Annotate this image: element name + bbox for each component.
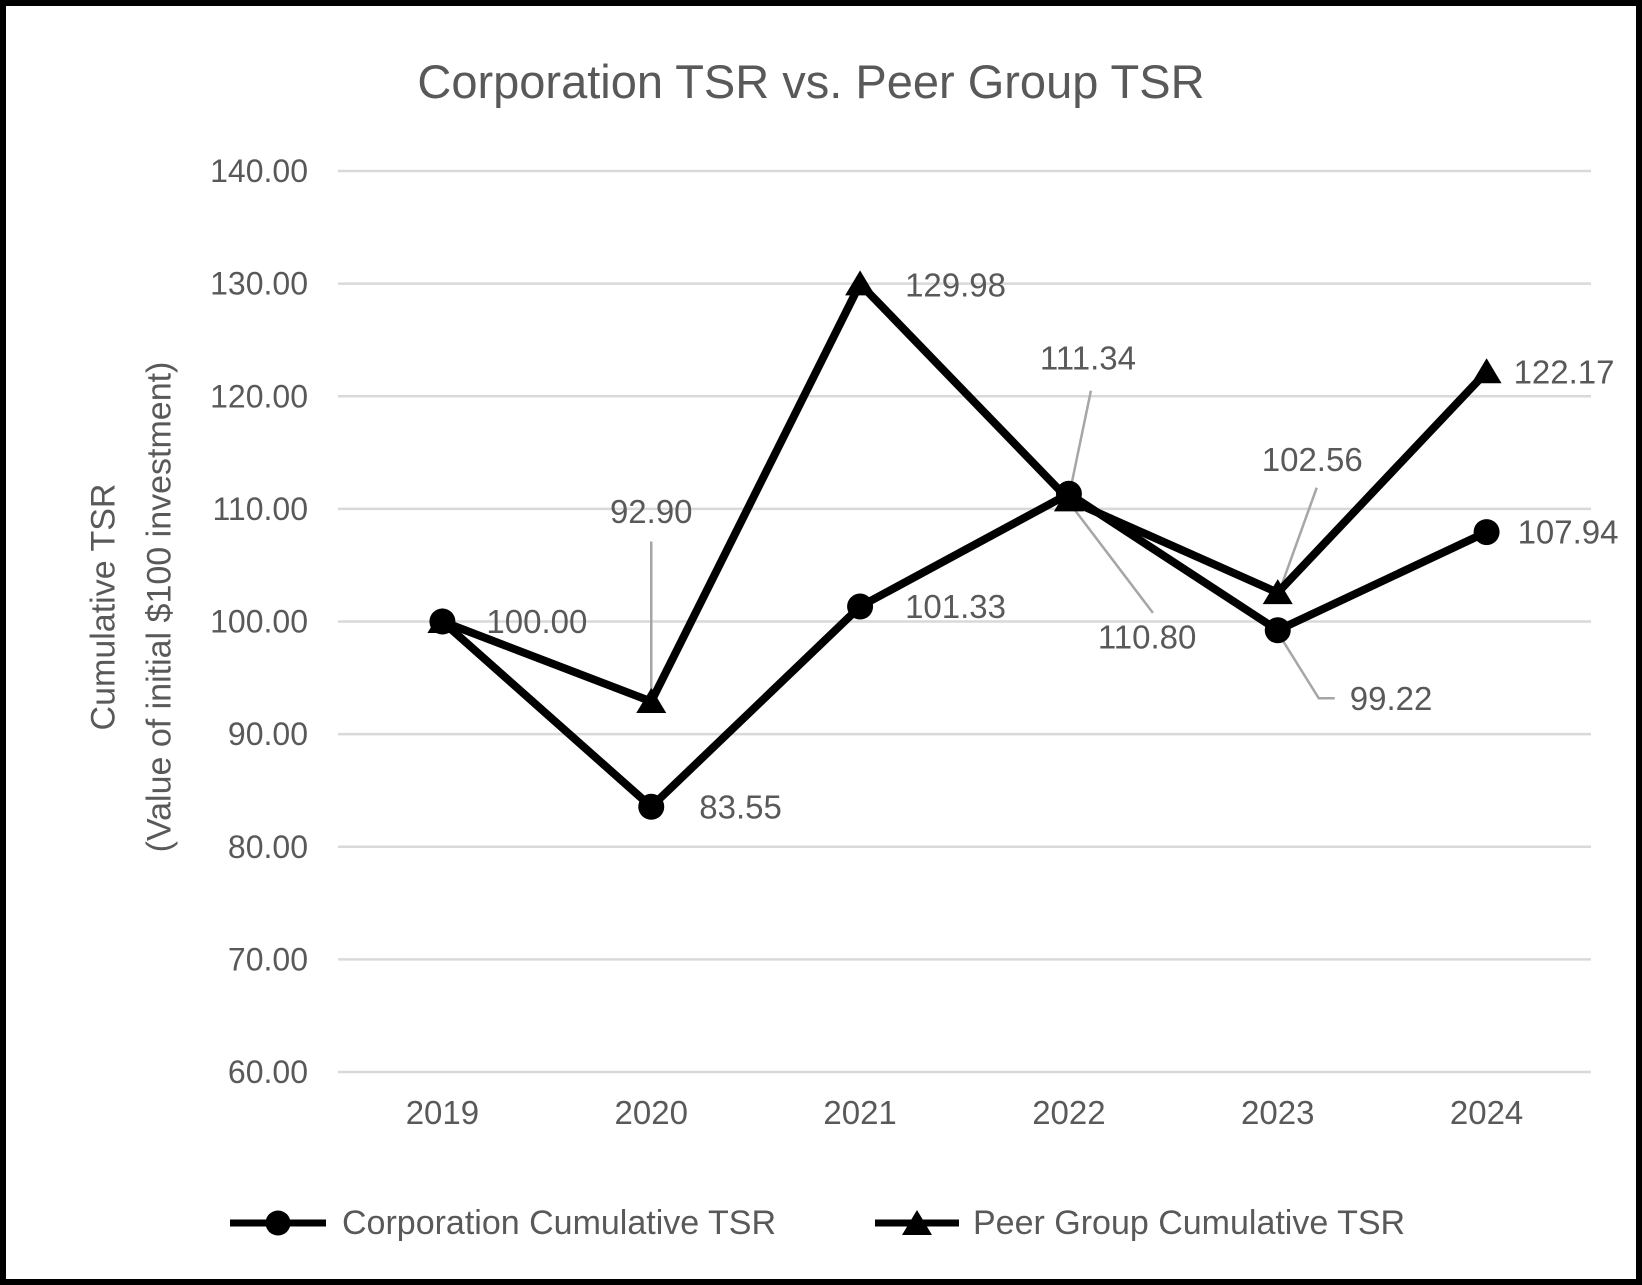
corporation-tsr-line xyxy=(438,489,1491,811)
corporation-point-marker xyxy=(429,608,456,635)
x-axis-tick-label: 2022 xyxy=(1032,1094,1105,1131)
y-axis-tick-label: 100.00 xyxy=(210,604,308,640)
data-point-label: 110.80 xyxy=(1098,618,1196,655)
corporation-point-marker xyxy=(1055,480,1082,507)
x-axis-tick-label: 2023 xyxy=(1241,1094,1314,1131)
data-point-label: 92.90 xyxy=(610,493,693,530)
peer-group-point-marker xyxy=(1262,579,1293,605)
y-axis-tick-label: 130.00 xyxy=(210,266,308,302)
legend-item-peer-group: Peer Group Cumulative TSR xyxy=(873,1196,1405,1250)
data-point-label: 83.55 xyxy=(699,788,782,825)
circle-series-marker-icon xyxy=(230,1210,326,1236)
x-axis-tick-label: 2020 xyxy=(615,1094,688,1131)
peer-group-tsr-line xyxy=(438,279,1491,706)
tsr-line-chart-plot: 140.00 130.00 120.00 110.00 100.00 90.00 80.00… xyxy=(210,153,1619,1131)
corporation-point-marker xyxy=(847,593,874,620)
data-point-label: 122.17 xyxy=(1514,353,1615,390)
data-point-label: 100.00 xyxy=(486,603,587,640)
data-label-leader-line xyxy=(1068,390,1093,493)
y-axis-tick-label: 140.00 xyxy=(210,153,308,189)
corporation-point-marker xyxy=(638,793,665,820)
data-point-label: 107.94 xyxy=(1518,514,1619,551)
x-axis-tick-label: 2021 xyxy=(823,1094,896,1131)
y-axis-tick-label: 120.00 xyxy=(210,378,308,414)
peer-group-point-marker xyxy=(1471,358,1502,384)
data-point-label: 99.22 xyxy=(1350,680,1433,717)
data-point-label: 111.34 xyxy=(1040,339,1136,376)
chart-title: Corporation TSR vs. Peer Group TSR xyxy=(417,55,1205,108)
peer-group-point-marker xyxy=(845,270,876,296)
y-axis-tick-label: 70.00 xyxy=(228,941,308,977)
peer-group-point-marker xyxy=(636,687,667,713)
data-point-label: 129.98 xyxy=(905,266,1006,303)
y-axis-tick-label: 90.00 xyxy=(228,716,308,752)
legend-item-corporation: Corporation Cumulative TSR xyxy=(228,1196,776,1250)
x-axis-tick-label: 2024 xyxy=(1450,1094,1523,1131)
data-label-leader-line xyxy=(1279,636,1335,700)
corporation-point-marker xyxy=(1264,617,1291,644)
data-point-label: 102.56 xyxy=(1262,441,1363,478)
triangle-series-marker-icon xyxy=(875,1210,959,1235)
y-axis-tick-label: 80.00 xyxy=(228,829,308,865)
legend-label-corporation: Corporation Cumulative TSR xyxy=(342,1203,776,1242)
data-label-leader-line xyxy=(1069,504,1154,614)
y-axis-tick-label: 60.00 xyxy=(228,1054,308,1090)
chart-legend: Corporation Cumulative TSR Peer Group Cu… xyxy=(6,1196,1636,1250)
legend-label-peer-group: Peer Group Cumulative TSR xyxy=(973,1203,1406,1242)
data-label-leader-line xyxy=(1280,487,1318,586)
corporation-point-marker xyxy=(1473,519,1500,546)
x-axis-tick-label: 2019 xyxy=(406,1094,479,1131)
data-point-label: 101.33 xyxy=(905,588,1006,625)
y-axis-tick-label: 110.00 xyxy=(213,491,309,527)
